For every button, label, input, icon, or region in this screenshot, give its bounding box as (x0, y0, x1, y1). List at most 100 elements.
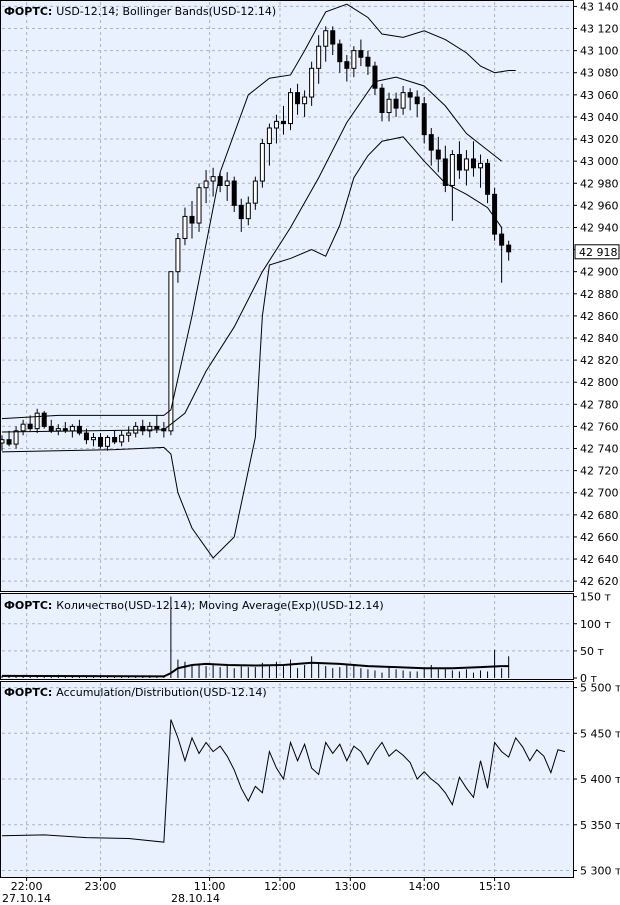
candle[interactable] (13, 426, 19, 449)
candle[interactable] (126, 426, 132, 442)
candle[interactable] (182, 207, 188, 246)
last-price-label: 42 918 (579, 246, 618, 259)
candle[interactable] (238, 198, 244, 232)
y-tick-label: 42 680 (580, 509, 619, 522)
candle[interactable] (210, 167, 216, 197)
candle[interactable] (252, 176, 258, 210)
candle[interactable] (428, 128, 434, 166)
candle[interactable] (112, 430, 118, 445)
candle[interactable] (379, 83, 385, 122)
candle[interactable] (442, 145, 448, 193)
candle[interactable] (463, 150, 469, 186)
candle[interactable] (280, 105, 286, 135)
candle[interactable] (90, 433, 96, 447)
candle[interactable] (175, 233, 181, 283)
x-date-label: 28.10.14 (171, 892, 220, 905)
candle[interactable] (189, 200, 195, 239)
candle[interactable] (499, 227, 505, 283)
y-tick-label: 42 660 (580, 531, 619, 544)
candle[interactable] (0, 435, 5, 451)
candle[interactable] (196, 183, 202, 232)
candle[interactable] (449, 150, 455, 221)
candle[interactable] (98, 433, 104, 449)
candle[interactable] (485, 158, 491, 204)
candle[interactable] (259, 139, 265, 188)
candle[interactable] (288, 88, 294, 131)
candle[interactable] (231, 176, 237, 212)
candle-body (372, 65, 378, 89)
candle[interactable] (41, 410, 47, 429)
x-time-label: 23:00 (85, 880, 117, 893)
candle[interactable] (105, 435, 111, 451)
y-tick-label: 5 300 т (580, 865, 620, 878)
candle-body (6, 439, 12, 445)
candle-body (435, 149, 441, 160)
candle[interactable] (245, 196, 251, 226)
y-tick-label: 42 860 (580, 310, 619, 323)
ad-plot[interactable] (1, 719, 566, 843)
y-tick-label: 100 т (580, 618, 611, 631)
candle[interactable] (365, 50, 371, 75)
candle[interactable] (140, 419, 146, 436)
candle[interactable] (119, 430, 125, 447)
candle[interactable] (435, 136, 441, 173)
price-plot[interactable] (0, 3, 516, 559)
candle-body (463, 158, 469, 171)
volume-panel-title: ФОРТС: Количество(USD-12.14); Moving Aver… (4, 599, 384, 612)
candle[interactable] (351, 46, 357, 78)
y-tick-label: 42 900 (580, 266, 619, 279)
candle-body (344, 61, 350, 69)
price-panel-bg (1, 1, 573, 591)
candle[interactable] (20, 419, 26, 436)
candle[interactable] (224, 172, 230, 201)
candle[interactable] (478, 154, 484, 188)
candle[interactable] (76, 419, 82, 436)
y-tick-label: 43 140 (580, 0, 619, 13)
candle[interactable] (372, 61, 378, 95)
y-tick-label: 42 620 (580, 575, 619, 588)
y-tick-label: 42 960 (580, 199, 619, 212)
candle[interactable] (302, 90, 308, 117)
candle-body (442, 158, 448, 186)
candle[interactable] (337, 39, 343, 73)
candle[interactable] (506, 240, 512, 261)
candle-body (0, 439, 5, 444)
candle-body (62, 428, 68, 432)
candle-body (485, 162, 491, 195)
x-time-label: 12:00 (264, 880, 296, 893)
candle-body (48, 425, 54, 432)
candle-body (323, 30, 329, 47)
candle[interactable] (309, 61, 315, 106)
candle-body (492, 193, 498, 235)
candle[interactable] (27, 415, 33, 431)
candle[interactable] (421, 97, 427, 144)
candle[interactable] (414, 90, 420, 117)
candle-body (238, 204, 244, 220)
candle[interactable] (323, 26, 329, 62)
candle[interactable] (393, 92, 399, 117)
candle[interactable] (492, 187, 498, 241)
candle-body (351, 50, 357, 69)
volume-plot[interactable] (1, 596, 510, 678)
candle[interactable] (203, 170, 209, 204)
candle[interactable] (266, 123, 272, 166)
candle[interactable] (295, 83, 301, 115)
candle[interactable] (330, 26, 336, 56)
candle[interactable] (6, 430, 12, 447)
candle[interactable] (456, 141, 462, 179)
volume-ema-line (1, 661, 509, 678)
candle-body (273, 120, 279, 129)
candle[interactable] (344, 55, 350, 82)
candle[interactable] (316, 35, 322, 84)
candle[interactable] (470, 141, 476, 177)
candle[interactable] (273, 114, 279, 144)
candle[interactable] (400, 86, 406, 115)
y-tick-label: 5 450 т (580, 727, 620, 740)
candle[interactable] (358, 39, 364, 67)
candle[interactable] (386, 92, 392, 122)
bollinger-middle-line (1, 76, 502, 433)
y-tick-label: 42 820 (580, 354, 619, 367)
candle[interactable] (407, 88, 413, 111)
candle[interactable] (34, 408, 40, 434)
